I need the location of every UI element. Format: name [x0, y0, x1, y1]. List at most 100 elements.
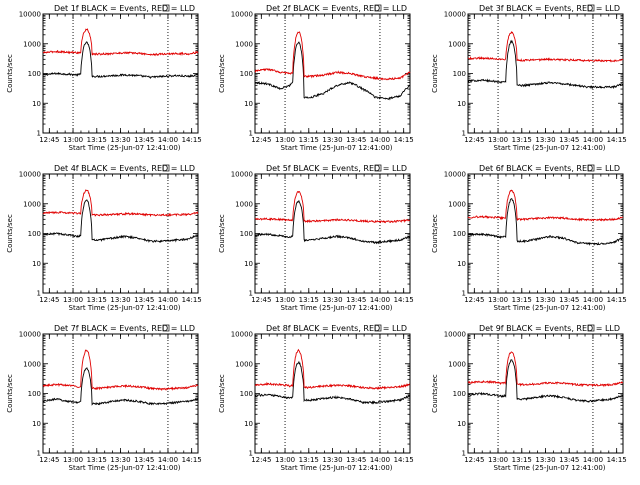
- x-tick-label: 13:00: [63, 296, 83, 304]
- series-events-line: [42, 367, 199, 406]
- x-tick-label: 12:45: [464, 296, 484, 304]
- x-axis-label: Start Time (25-Jun-07 12:41:00): [281, 304, 393, 312]
- x-tick-label: 14:00: [370, 136, 390, 144]
- panel-det-1: Det 1f BLACK = Events, RED = LLD 1 10 100 10…: [6, 4, 202, 152]
- y-axis-label: Counts/sec: [218, 374, 226, 413]
- panel-title: Det 2f BLACK = Events, RED = LLD: [266, 4, 407, 13]
- y-tick-label: 1000: [23, 40, 41, 48]
- x-tick-label: 13:30: [535, 296, 555, 304]
- series-lld-line: [42, 189, 199, 218]
- y-tick-label: 1000: [235, 360, 253, 368]
- y-tick-label: 1: [462, 450, 466, 458]
- y-tick-label: 1000: [448, 360, 466, 368]
- y-tick-label: 10: [244, 260, 253, 268]
- legend-box: [587, 324, 595, 332]
- x-tick-label: 13:45: [559, 456, 579, 464]
- y-tick-label: 10000: [19, 331, 41, 339]
- x-tick-label: 13:15: [87, 136, 107, 144]
- x-tick-label: 13:00: [488, 456, 508, 464]
- y-axis-label: Counts/sec: [218, 54, 226, 93]
- x-axis-label: Start Time (25-Jun-07 12:41:00): [494, 464, 606, 472]
- y-tick-label: 100: [453, 390, 466, 398]
- panel-det-5: Det 5f BLACK = Events, RED = LLD 1 10 100 10…: [218, 164, 414, 312]
- legend-box: [374, 324, 382, 332]
- series-events-line: [467, 359, 624, 403]
- y-axis-label: Counts/sec: [6, 374, 14, 413]
- panel-title: Det 7f BLACK = Events, RED = LLD: [54, 324, 195, 333]
- x-axis-label: Start Time (25-Jun-07 12:41:00): [281, 144, 393, 152]
- y-tick-label: 100: [28, 390, 41, 398]
- x-tick-label: 12:45: [251, 296, 271, 304]
- x-tick-label: 14:15: [607, 136, 627, 144]
- x-tick-label: 13:30: [535, 136, 555, 144]
- y-tick-label: 1: [37, 290, 41, 298]
- series-events-line: [42, 41, 199, 79]
- legend-box: [374, 164, 382, 172]
- y-axis-label: Counts/sec: [431, 214, 439, 253]
- y-tick-label: 10000: [231, 331, 253, 339]
- legend-box: [587, 4, 595, 12]
- panel-det-2: Det 2f BLACK = Events, RED = LLD 1 10 100 10…: [218, 4, 414, 152]
- x-tick-label: 13:15: [512, 456, 532, 464]
- x-tick-label: 12:45: [39, 456, 59, 464]
- y-tick-label: 1: [37, 450, 41, 458]
- y-axis-label: Counts/sec: [431, 54, 439, 93]
- y-tick-label: 1: [37, 130, 41, 138]
- panel-title: Det 4f BLACK = Events, RED = LLD: [54, 164, 195, 173]
- y-tick-label: 1000: [235, 200, 253, 208]
- x-tick-label: 12:45: [39, 296, 59, 304]
- y-tick-label: 10000: [444, 331, 466, 339]
- x-tick-label: 12:45: [251, 456, 271, 464]
- y-tick-label: 10000: [231, 171, 253, 179]
- x-tick-label: 13:45: [346, 296, 366, 304]
- x-tick-label: 14:00: [158, 296, 178, 304]
- x-tick-label: 12:45: [39, 136, 59, 144]
- panel-det-8: Det 8f BLACK = Events, RED = LLD 1 10 100 10…: [218, 324, 414, 472]
- x-tick-label: 13:30: [322, 136, 342, 144]
- plot-frame: [254, 173, 411, 294]
- plot-frame: [42, 333, 199, 454]
- plot-frame: [42, 13, 199, 134]
- legend-box: [162, 164, 170, 172]
- x-tick-label: 13:15: [512, 296, 532, 304]
- y-tick-label: 10000: [19, 171, 41, 179]
- y-tick-label: 100: [453, 230, 466, 238]
- x-axis-label: Start Time (25-Jun-07 12:41:00): [281, 464, 393, 472]
- legend-box: [162, 324, 170, 332]
- y-axis-label: Counts/sec: [6, 54, 14, 93]
- x-tick-label: 14:15: [182, 296, 202, 304]
- x-tick-label: 14:15: [394, 456, 414, 464]
- x-axis-label: Start Time (25-Jun-07 12:41:00): [69, 144, 181, 152]
- x-tick-label: 12:45: [251, 136, 271, 144]
- x-tick-label: 13:00: [275, 456, 295, 464]
- panel-title: Det 1f BLACK = Events, RED = LLD: [54, 4, 195, 13]
- series-lld-line: [254, 348, 411, 391]
- x-tick-label: 13:30: [110, 136, 130, 144]
- series-lld-line: [254, 190, 411, 224]
- series-events-line: [43, 199, 198, 244]
- x-tick-label: 13:30: [110, 296, 130, 304]
- y-tick-label: 100: [28, 230, 41, 238]
- x-tick-label: 14:00: [158, 136, 178, 144]
- y-tick-label: 10000: [19, 11, 41, 19]
- x-tick-label: 14:15: [182, 456, 202, 464]
- x-tick-label: 13:00: [488, 136, 508, 144]
- x-tick-label: 13:00: [63, 136, 83, 144]
- y-tick-label: 100: [240, 70, 253, 78]
- y-tick-label: 10000: [231, 11, 253, 19]
- plot-frame: [254, 333, 411, 454]
- x-tick-label: 13:15: [299, 296, 319, 304]
- plot-frame: [467, 13, 624, 134]
- x-tick-label: 13:45: [559, 296, 579, 304]
- x-tick-label: 13:45: [346, 136, 366, 144]
- panel-det-9: Det 9f BLACK = Events, RED = LLD 1 10 100 10…: [431, 324, 627, 472]
- y-tick-label: 100: [453, 70, 466, 78]
- y-tick-label: 1: [462, 290, 466, 298]
- x-tick-label: 13:30: [322, 296, 342, 304]
- y-tick-label: 1: [249, 130, 253, 138]
- plot-frame: [467, 173, 624, 294]
- x-tick-label: 13:15: [299, 456, 319, 464]
- y-tick-label: 100: [240, 230, 253, 238]
- panel-title: Det 3f BLACK = Events, RED = LLD: [479, 4, 620, 13]
